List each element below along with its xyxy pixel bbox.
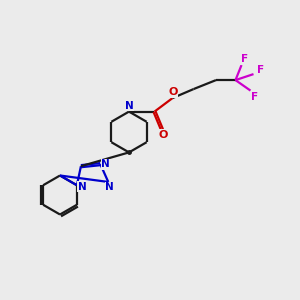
Text: F: F [257,64,265,75]
Text: O: O [159,130,168,140]
Text: O: O [168,87,178,97]
Text: N: N [78,182,86,192]
Text: F: F [251,92,259,102]
Text: N: N [101,159,110,169]
Text: F: F [241,54,248,64]
Text: N: N [105,182,114,192]
Text: N: N [124,100,134,111]
